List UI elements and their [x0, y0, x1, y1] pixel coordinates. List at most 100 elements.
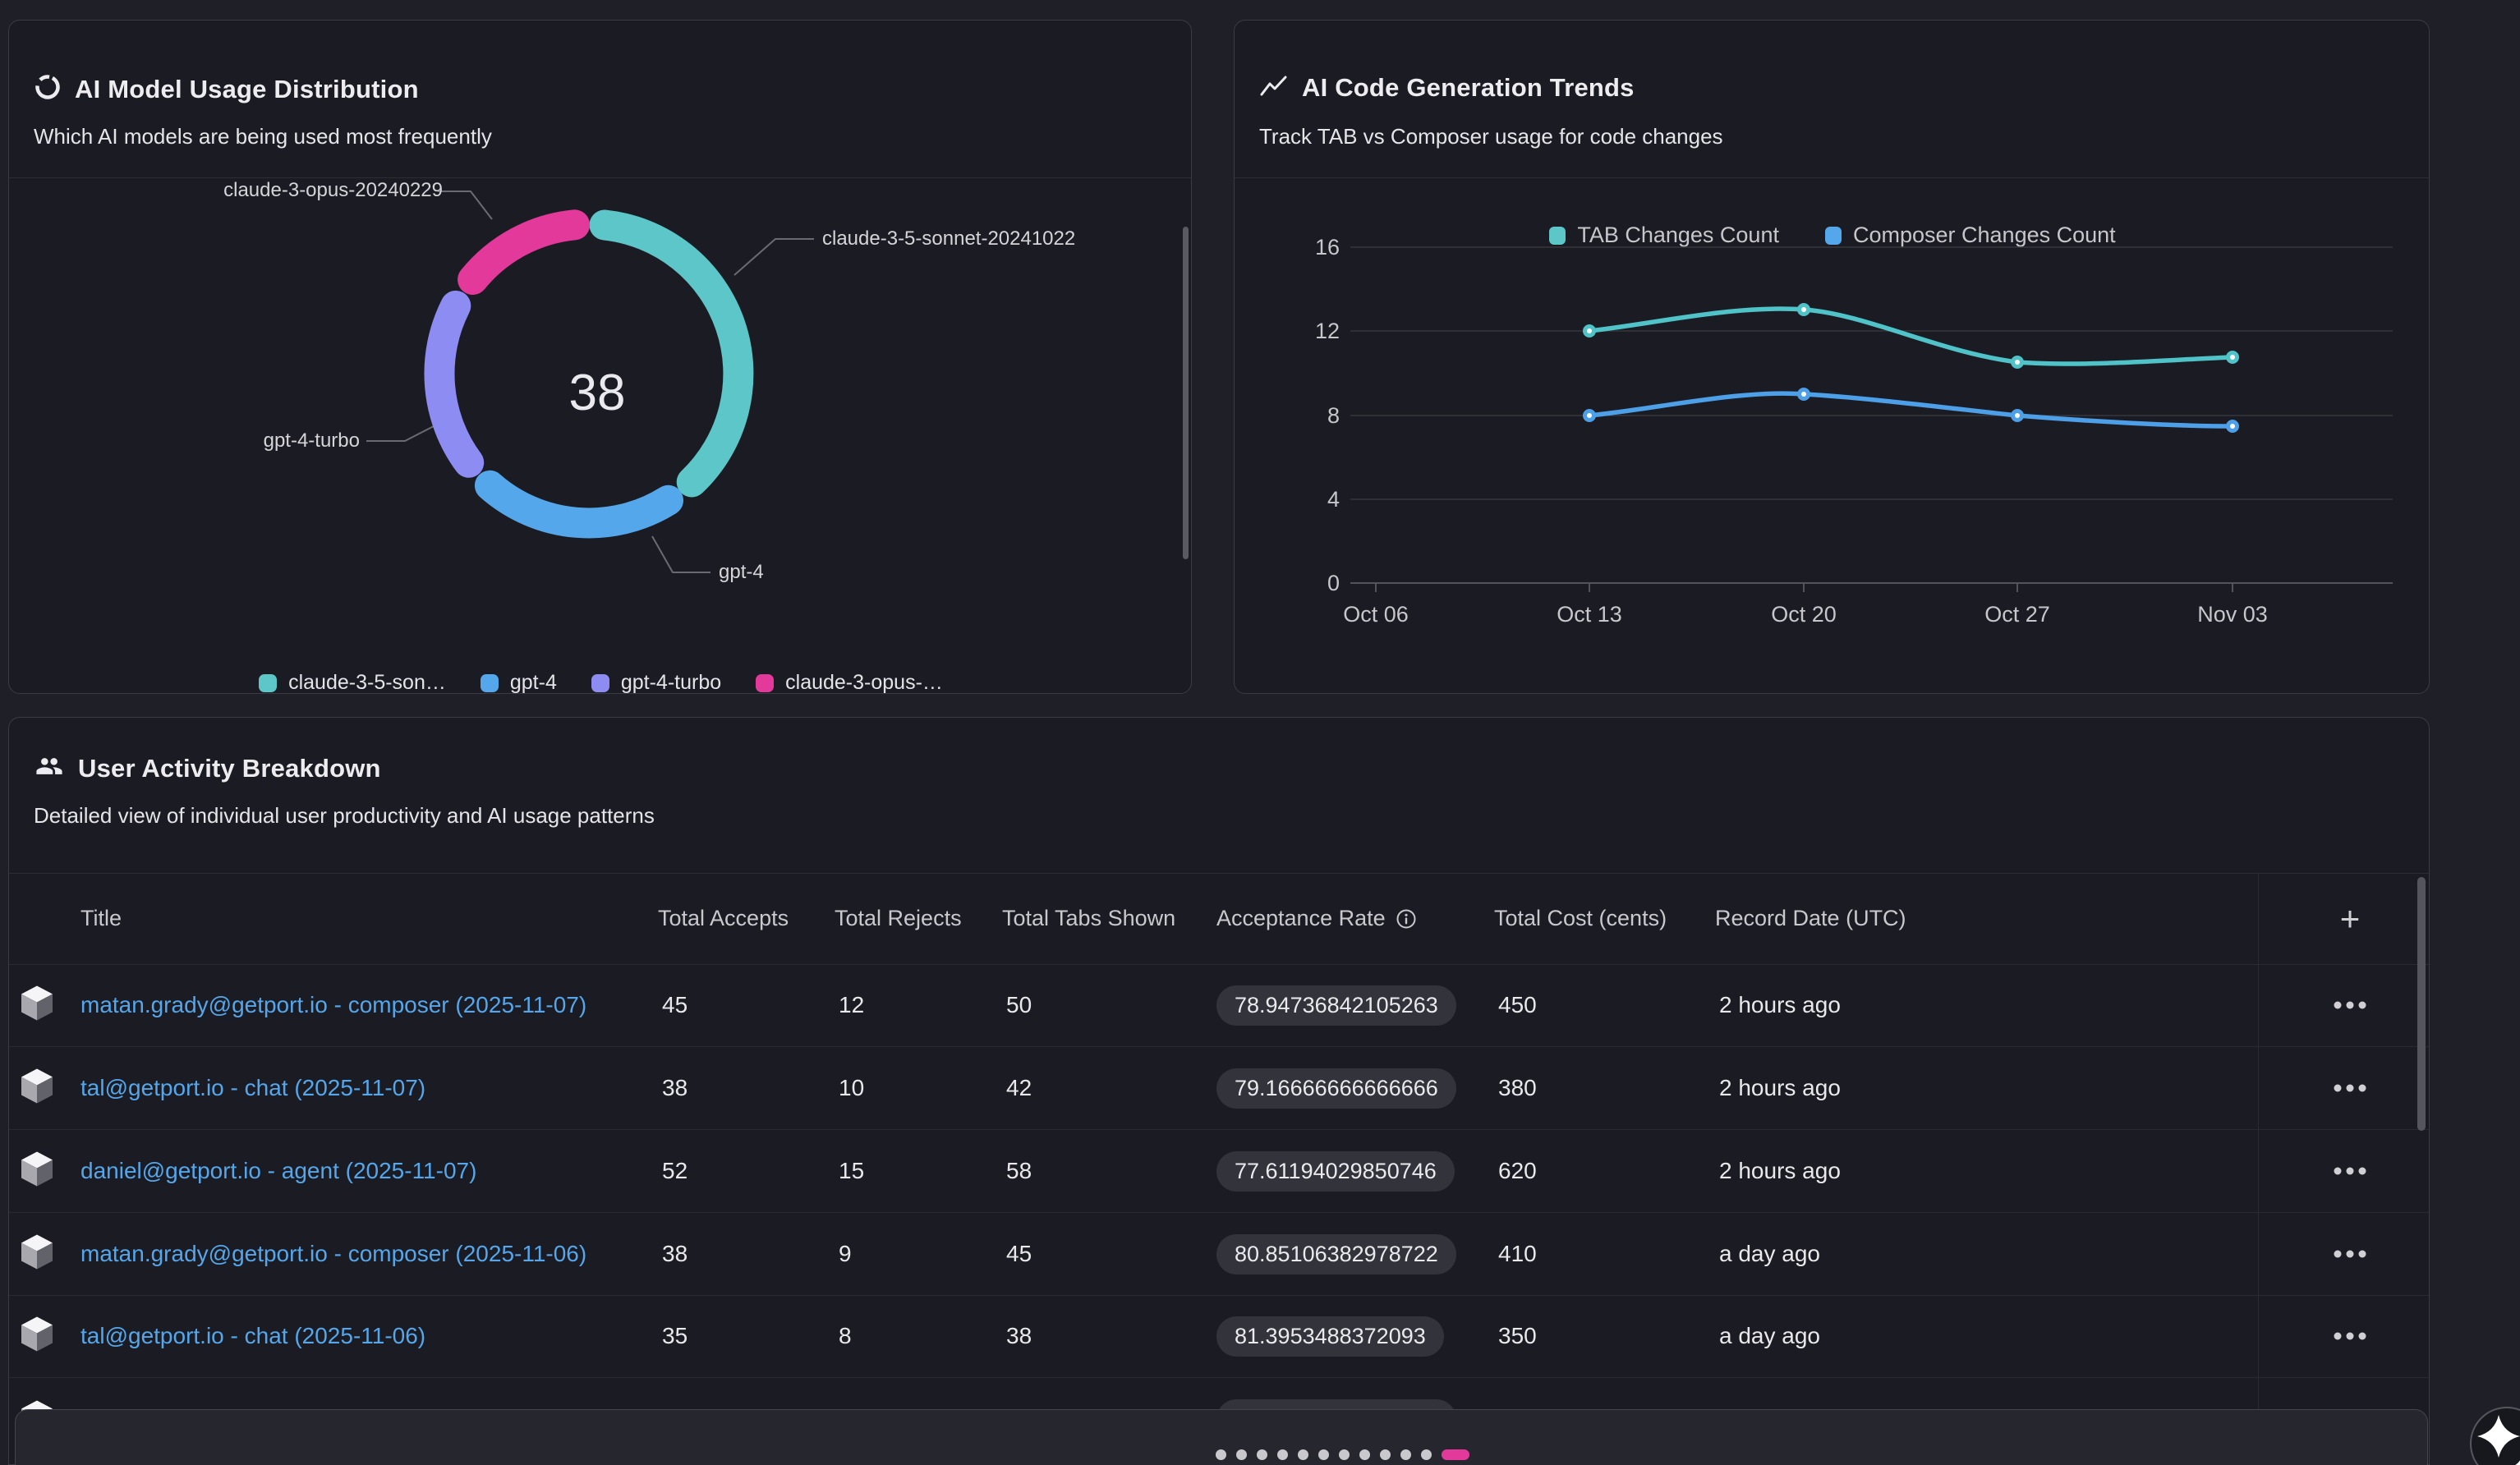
legend-item-claude-3-opus[interactable]: claude-3-opus-… [756, 671, 943, 695]
page-dot[interactable] [1400, 1449, 1411, 1460]
total-accepts-value: 45 [662, 964, 687, 1046]
table-row[interactable]: daniel@getport.io - agent (2025-11-07) 5… [9, 1130, 2429, 1213]
total-tabs-value: 38 [1006, 1295, 1032, 1377]
total-rejects-value: 15 [839, 1130, 864, 1212]
y-tick: 4 [1327, 487, 1340, 512]
column-header-record-date[interactable]: Record Date (UTC) [1715, 873, 1906, 964]
x-tick: Oct 20 [1771, 602, 1837, 627]
page-dot[interactable] [1318, 1449, 1329, 1460]
acceptance-rate-cell: 80.85106382978722 [1216, 1213, 1456, 1295]
card-title: User Activity Breakdown [78, 754, 381, 783]
column-header-total-accepts[interactable]: Total Accepts [658, 873, 789, 964]
page-dot[interactable] [1216, 1449, 1226, 1460]
donut-segment-gpt-4[interactable] [490, 485, 668, 523]
legend-swatch-icon [756, 674, 774, 692]
page-dot-active[interactable] [1442, 1449, 1469, 1460]
page-dot[interactable] [1421, 1449, 1432, 1460]
x-tick: Nov 03 [2197, 602, 2268, 627]
total-cost-value: 620 [1498, 1130, 1537, 1212]
divider [1235, 177, 2429, 178]
record-link[interactable]: matan.grady@getport.io - composer (2025-… [80, 964, 586, 1046]
cube-icon [19, 1068, 55, 1109]
pagination-dots [1216, 1449, 1469, 1460]
table-row[interactable]: tal@getport.io - chat (2025-11-07) 38 10… [9, 1047, 2429, 1130]
acceptance-rate-cell: 81.3953488372093 [1216, 1295, 1444, 1377]
total-rejects-value: 12 [839, 964, 864, 1046]
table-row[interactable]: matan.grady@getport.io - composer (2025-… [9, 1213, 2429, 1296]
x-tick: Oct 13 [1557, 602, 1622, 627]
record-date-value: 2 hours ago [1719, 1047, 1841, 1129]
tab-changes-line [1589, 309, 2233, 364]
record-link[interactable]: matan.grady@getport.io - composer (2025-… [80, 1213, 586, 1295]
legend-item-gpt-4-turbo[interactable]: gpt-4-turbo [591, 671, 721, 695]
user-activity-card: User Activity Breakdown Detailed view of… [8, 717, 2430, 1465]
total-accepts-value: 52 [662, 1130, 687, 1212]
page-dot[interactable] [1339, 1449, 1350, 1460]
y-tick: 16 [1315, 235, 1340, 259]
cube-icon [19, 1316, 55, 1357]
dashboard-page: AI Model Usage Distribution Which AI mod… [0, 0, 2520, 1465]
composer-changes-line [1589, 393, 2233, 426]
column-header-total-rejects[interactable]: Total Rejects [835, 873, 962, 964]
row-actions-button[interactable] [2301, 1295, 2399, 1377]
donut-segment-claude-3-opus[interactable] [473, 225, 575, 280]
donut-total-value: 38 [515, 364, 679, 422]
acceptance-rate-badge: 78.94736842105263 [1216, 985, 1456, 1026]
record-link[interactable]: tal@getport.io - chat (2025-11-06) [80, 1295, 425, 1377]
total-rejects-value: 10 [839, 1047, 864, 1129]
row-actions-button[interactable] [2301, 1130, 2399, 1212]
page-dot[interactable] [1380, 1449, 1391, 1460]
acceptance-rate-badge: 79.16666666666666 [1216, 1068, 1456, 1109]
row-actions-button[interactable] [2301, 964, 2399, 1046]
acceptance-rate-badge: 81.3953488372093 [1216, 1316, 1444, 1357]
page-dot[interactable] [1359, 1449, 1370, 1460]
row-actions-button[interactable] [2301, 1213, 2399, 1295]
table-row[interactable]: tal@getport.io - chat (2025-11-06) 35 8 … [9, 1295, 2429, 1378]
add-column-button[interactable]: + [2301, 873, 2399, 964]
donut-segment-gpt-4-turbo[interactable] [439, 305, 469, 462]
donut-callout-claude-3-5-sonnet: claude-3-5-sonnet-20241022 [822, 227, 1075, 250]
donut-chart-icon [34, 73, 62, 105]
total-accepts-value: 38 [662, 1213, 687, 1295]
total-rejects-value: 8 [839, 1295, 852, 1377]
table-row[interactable]: matan.grady@getport.io - composer (2025-… [9, 964, 2429, 1047]
page-dot[interactable] [1298, 1449, 1308, 1460]
column-header-total-tabs-shown[interactable]: Total Tabs Shown [1002, 873, 1175, 964]
info-icon[interactable] [1396, 908, 1417, 930]
card-scrollbar-thumb[interactable] [1183, 227, 1189, 559]
page-dot[interactable] [1236, 1449, 1247, 1460]
x-tick: Oct 27 [1984, 602, 2050, 627]
page-dot[interactable] [1257, 1449, 1267, 1460]
acceptance-rate-badge: 80.85106382978722 [1216, 1234, 1456, 1274]
column-header-title[interactable]: Title [80, 873, 122, 964]
total-tabs-value: 42 [1006, 1047, 1032, 1129]
card-title: AI Code Generation Trends [1302, 73, 1635, 103]
total-rejects-value: 9 [839, 1213, 852, 1295]
card-title: AI Model Usage Distribution [75, 75, 419, 104]
donut-chart [9, 177, 1191, 694]
ai-assistant-button[interactable] [2470, 1407, 2520, 1465]
total-tabs-value: 58 [1006, 1130, 1032, 1212]
legend-item-gpt-4[interactable]: gpt-4 [481, 671, 557, 695]
table-scrollbar-thumb[interactable] [2417, 877, 2426, 1131]
donut-segment-claude-3-5-sonnet[interactable] [605, 225, 738, 482]
composer-changes-points[interactable] [1583, 388, 2239, 433]
card-subtitle: Detailed view of individual user product… [34, 803, 655, 829]
y-tick: 12 [1315, 319, 1340, 343]
y-tick: 8 [1327, 403, 1340, 428]
page-dot[interactable] [1277, 1449, 1288, 1460]
record-date-value: 2 hours ago [1719, 1130, 1841, 1212]
acceptance-rate-cell: 77.61194029850746 [1216, 1130, 1455, 1212]
record-link[interactable]: tal@getport.io - chat (2025-11-07) [80, 1047, 425, 1129]
row-actions-button[interactable] [2301, 1047, 2399, 1129]
record-link[interactable]: daniel@getport.io - agent (2025-11-07) [80, 1130, 476, 1212]
card-subtitle: Track TAB vs Composer usage for code cha… [1259, 124, 1723, 149]
legend-label: claude-3-5-son… [288, 671, 446, 695]
legend-item-claude-3-5-sonnet[interactable]: claude-3-5-son… [259, 671, 446, 695]
total-cost-value: 380 [1498, 1047, 1537, 1129]
donut-callout-claude-3-opus: claude-3-opus-20240229 [213, 179, 443, 202]
acceptance-rate-badge: 77.61194029850746 [1216, 1151, 1455, 1192]
record-date-value: 2 hours ago [1719, 964, 1841, 1046]
column-header-acceptance-rate[interactable]: Acceptance Rate [1216, 873, 1417, 964]
column-header-total-cost[interactable]: Total Cost (cents) [1494, 873, 1667, 964]
